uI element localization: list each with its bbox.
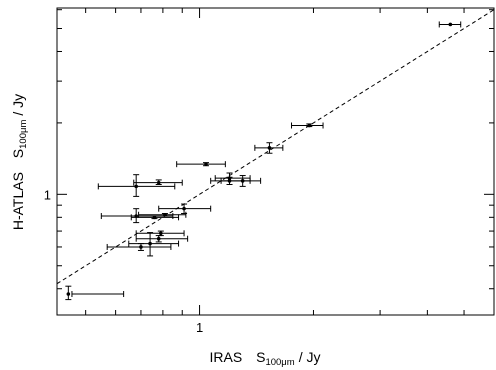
x-axis-title-main: IRAS bbox=[210, 349, 243, 365]
y-axis-title-unit: / Jy bbox=[10, 94, 26, 116]
data-marker bbox=[152, 215, 157, 220]
data-point bbox=[130, 214, 180, 221]
y-axis-title-subscript: 100μm bbox=[18, 120, 29, 149]
data-point bbox=[133, 179, 183, 186]
data-point bbox=[65, 285, 125, 301]
x-axis-title-symbol: S bbox=[256, 349, 265, 365]
major-ticks bbox=[57, 8, 494, 315]
data-point bbox=[100, 208, 174, 224]
data-marker bbox=[139, 245, 143, 249]
data-marker bbox=[448, 22, 453, 27]
data-marker bbox=[156, 236, 161, 241]
data-point bbox=[214, 172, 251, 186]
data-marker bbox=[204, 162, 208, 166]
y-axis-title-main: H-ATLAS bbox=[10, 172, 26, 230]
one-to-one-reference-line bbox=[56, 9, 495, 285]
data-point bbox=[438, 21, 462, 28]
data-point bbox=[254, 142, 284, 154]
data-point bbox=[210, 176, 251, 186]
data-point bbox=[135, 230, 185, 237]
data-point bbox=[106, 243, 172, 251]
data-marker bbox=[156, 180, 161, 185]
data-point bbox=[128, 232, 180, 257]
data-marker bbox=[159, 231, 163, 236]
data-marker bbox=[227, 179, 232, 183]
plot-frame bbox=[56, 7, 495, 316]
x-axis-title: IRAS S100μm / Jy bbox=[210, 349, 321, 368]
y-tick-label: 1 bbox=[44, 187, 51, 202]
y-axis-title-symbol: S bbox=[10, 149, 26, 158]
data-marker bbox=[148, 241, 152, 246]
data-marker bbox=[182, 206, 186, 211]
tick-labels: 11 bbox=[44, 187, 203, 335]
x-axis-title-unit: / Jy bbox=[299, 349, 321, 365]
data-points bbox=[65, 21, 462, 301]
data-marker bbox=[134, 184, 138, 189]
data-point bbox=[97, 174, 176, 197]
data-marker bbox=[66, 292, 71, 296]
data-point bbox=[158, 203, 212, 215]
x-axis-title-subscript: 100μm bbox=[265, 357, 294, 368]
y-axis-title: H-ATLAS S100μm / Jy bbox=[10, 94, 29, 230]
minor-ticks bbox=[57, 8, 494, 315]
x-tick-label: 1 bbox=[196, 320, 203, 335]
data-marker bbox=[267, 146, 272, 150]
data-point bbox=[176, 161, 226, 168]
data-point bbox=[135, 235, 189, 243]
data-point bbox=[291, 122, 324, 129]
data-marker bbox=[307, 123, 312, 128]
